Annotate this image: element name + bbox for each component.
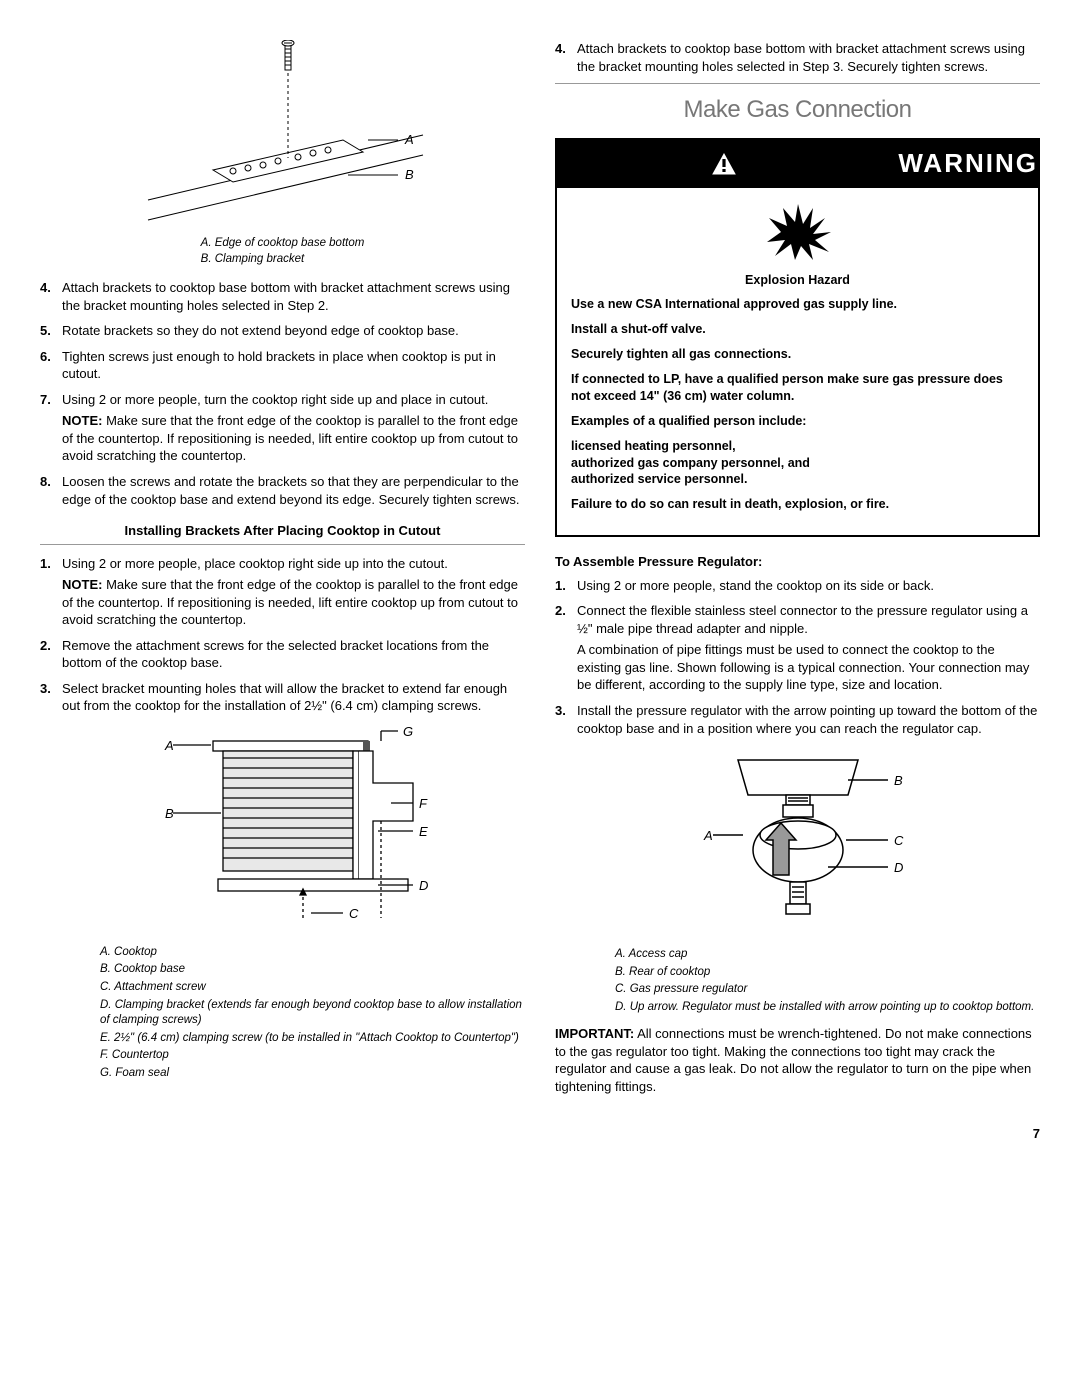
right-s4: 4.Attach brackets to cooktop base bottom… (555, 40, 1040, 75)
reg-s2-text: Connect the flexible stainless steel con… (577, 603, 1028, 636)
warning-header: WARNING (557, 140, 1038, 187)
regulator-svg: A B C D (628, 745, 968, 935)
fig2-f: F (419, 796, 428, 811)
reg-s2-p2: A combination of pipe fittings must be u… (577, 641, 1040, 694)
fig3-caption: A. Access cap B. Rear of cooktop C. Gas … (615, 947, 1040, 1015)
fig3-cap-b: B. Rear of cooktop (615, 965, 1040, 981)
fig3-b: B (894, 773, 903, 788)
fig2-c: C (349, 906, 359, 921)
important-note: IMPORTANT: All connections must be wrenc… (555, 1025, 1040, 1095)
fig3-a: A (703, 828, 713, 843)
reg-s2: 2. Connect the flexible stainless steel … (555, 602, 1040, 694)
subhead-installing-brackets: Installing Brackets After Placing Cookto… (40, 522, 525, 540)
step2-1-text: Using 2 or more people, place cooktop ri… (62, 556, 448, 571)
fig2-cap-a: A. Cooktop (100, 945, 525, 961)
rule-1 (40, 544, 525, 545)
step-7-note: NOTE: Make sure that the front edge of t… (62, 412, 525, 465)
fig1-cap-a: A. Edge of cooktop base bottom (201, 236, 365, 252)
warning-l3: Securely tighten all gas connections. (571, 346, 1024, 363)
fig2-e: E (419, 824, 428, 839)
step-7: 7. Using 2 or more people, turn the cook… (40, 391, 525, 465)
fig3-c: C (894, 833, 904, 848)
bracket-svg: A B (133, 40, 433, 230)
page-number: 7 (40, 1125, 1040, 1143)
page: A B A. Edge of cooktop base bottom B. Cl… (40, 40, 1040, 1095)
warning-l1: Use a new CSA International approved gas… (571, 296, 1024, 313)
left-steps-1: 4.Attach brackets to cooktop base bottom… (40, 279, 525, 508)
step-7-text: Using 2 or more people, turn the cooktop… (62, 392, 488, 407)
step2-1: 1. Using 2 or more people, place cooktop… (40, 555, 525, 629)
fig2-g: G (403, 724, 413, 739)
warning-l7: Failure to do so can result in death, ex… (571, 496, 1024, 513)
warning-l5: Examples of a qualified person include: (571, 413, 1024, 430)
step-5: 5.Rotate brackets so they do not extend … (40, 322, 525, 340)
left-column: A B A. Edge of cooktop base bottom B. Cl… (40, 40, 525, 1095)
right-step-4: 4.Attach brackets to cooktop base bottom… (555, 40, 1040, 75)
fig1-cap-b: B. Clamping bracket (201, 252, 365, 268)
warning-body: Explosion Hazard Use a new CSA Internati… (557, 272, 1038, 536)
fig3-cap-a: A. Access cap (615, 947, 1040, 963)
right-steps-regulator: 1.Using 2 or more people, stand the cook… (555, 577, 1040, 737)
alert-triangle-icon (712, 153, 736, 175)
warning-l4: If connected to LP, have a qualified per… (571, 371, 1024, 405)
figure-cutout-diagram: A B G F E D C (40, 723, 525, 933)
reg-s1: 1.Using 2 or more people, stand the cook… (555, 577, 1040, 595)
warning-l2: Install a shut-off valve. (571, 321, 1024, 338)
step-8: 8.Loosen the screws and rotate the brack… (40, 473, 525, 508)
step2-1-note: NOTE: Make sure that the front edge of t… (62, 576, 525, 629)
warning-hazard: Explosion Hazard (571, 272, 1024, 289)
step2-2: 2.Remove the attachment screws for the s… (40, 637, 525, 672)
warning-header-text: WARNING (898, 146, 1038, 181)
fig2-cap-e: E. 2½" (6.4 cm) clamping screw (to be in… (100, 1031, 525, 1047)
fig3-cap-c: C. Gas pressure regulator (615, 982, 1040, 998)
fig2-cap-d: D. Clamping bracket (extends far enough … (100, 998, 525, 1029)
reg-s3: 3.Install the pressure regulator with th… (555, 702, 1040, 737)
figure-regulator-diagram: A B C D (555, 745, 1040, 935)
explosion-icon-area (557, 188, 1038, 272)
fig2-cap-f: F. Countertop (100, 1048, 525, 1064)
rule-right-top (555, 83, 1040, 84)
fig2-cap-b: B. Cooktop base (100, 962, 525, 978)
fig2-cap-c: C. Attachment screw (100, 980, 525, 996)
fig2-d: D (419, 878, 428, 893)
left-steps-2: 1. Using 2 or more people, place cooktop… (40, 555, 525, 715)
fig1-label-b: B (405, 167, 414, 182)
fig1-caption: A. Edge of cooktop base bottom B. Clampi… (201, 236, 365, 267)
step2-3: 3.Select bracket mounting holes that wil… (40, 680, 525, 715)
warning-l6: licensed heating personnel, authorized g… (571, 438, 1024, 489)
fig2-a: A (164, 738, 174, 753)
right-column: 4.Attach brackets to cooktop base bottom… (555, 40, 1040, 1095)
fig1-label-a: A (404, 132, 414, 147)
warning-box: WARNING Explosion Hazard Use a new CSA I… (555, 138, 1040, 537)
cutout-svg: A B G F E D C (103, 723, 463, 933)
section-title-gas: Make Gas Connection (555, 94, 1040, 126)
fig2-b: B (165, 806, 174, 821)
figure-bracket-diagram: A B A. Edge of cooktop base bottom B. Cl… (40, 40, 525, 267)
explosion-icon (763, 202, 833, 262)
fig2-caption: A. Cooktop B. Cooktop base C. Attachment… (100, 945, 525, 1081)
fig3-cap-d: D. Up arrow. Regulator must be installed… (615, 1000, 1040, 1016)
fig3-d: D (894, 860, 903, 875)
fig2-cap-g: G. Foam seal (100, 1066, 525, 1082)
step-4: 4.Attach brackets to cooktop base bottom… (40, 279, 525, 314)
step-6: 6.Tighten screws just enough to hold bra… (40, 348, 525, 383)
subhead-pressure-regulator: To Assemble Pressure Regulator: (555, 553, 1040, 571)
